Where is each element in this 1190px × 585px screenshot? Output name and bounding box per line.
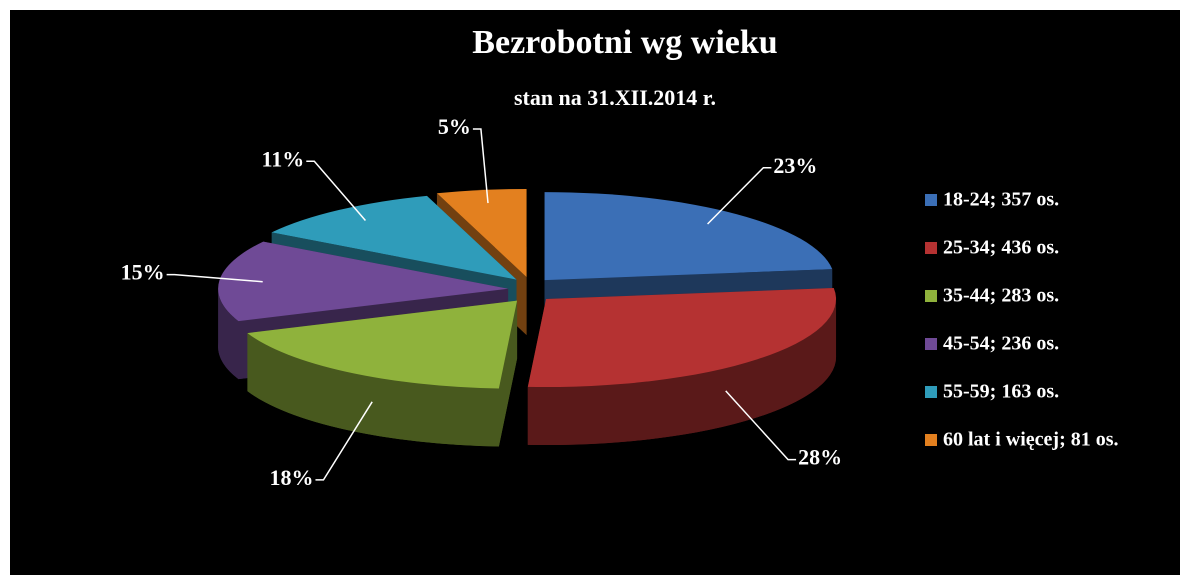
chart-subtitle: stan na 31.XII.2014 r. xyxy=(514,85,716,110)
legend-swatch xyxy=(925,290,937,302)
data-label: 11% xyxy=(261,146,304,171)
legend-label: 60 lat i więcej; 81 os. xyxy=(943,429,1119,451)
leader-line xyxy=(725,390,797,461)
slice xyxy=(247,300,518,389)
legend-label: 45-54; 236 os. xyxy=(943,333,1059,355)
chart-title: Bezrobotni wg wieku xyxy=(472,24,777,61)
slice-wall xyxy=(527,299,837,446)
slice xyxy=(436,188,527,277)
leader-line xyxy=(306,160,367,221)
slice xyxy=(218,241,509,322)
legend-label: 18-24; 357 os. xyxy=(943,189,1059,211)
leader-line xyxy=(166,273,263,283)
legend-swatch xyxy=(925,242,937,254)
legend-swatch xyxy=(925,434,937,446)
data-label: 18% xyxy=(269,465,313,490)
leader-line xyxy=(472,128,489,204)
data-label: 15% xyxy=(121,260,165,285)
legend-label: 35-44; 283 os. xyxy=(943,285,1059,307)
legend-label: 25-34; 436 os. xyxy=(943,237,1059,259)
legend-swatch xyxy=(925,338,937,350)
leader-line xyxy=(315,401,373,481)
slice xyxy=(544,192,833,281)
slice xyxy=(527,288,837,388)
slice-wall xyxy=(247,333,499,447)
legend-label: 55-59; 163 os. xyxy=(943,381,1059,403)
data-label: 28% xyxy=(798,445,842,470)
data-label: 5% xyxy=(438,114,471,139)
leader-line xyxy=(707,166,772,225)
slice xyxy=(271,195,517,280)
legend-swatch xyxy=(925,194,937,206)
data-label: 23% xyxy=(773,153,817,178)
legend-swatch xyxy=(925,386,937,398)
slice-wall xyxy=(218,288,239,380)
